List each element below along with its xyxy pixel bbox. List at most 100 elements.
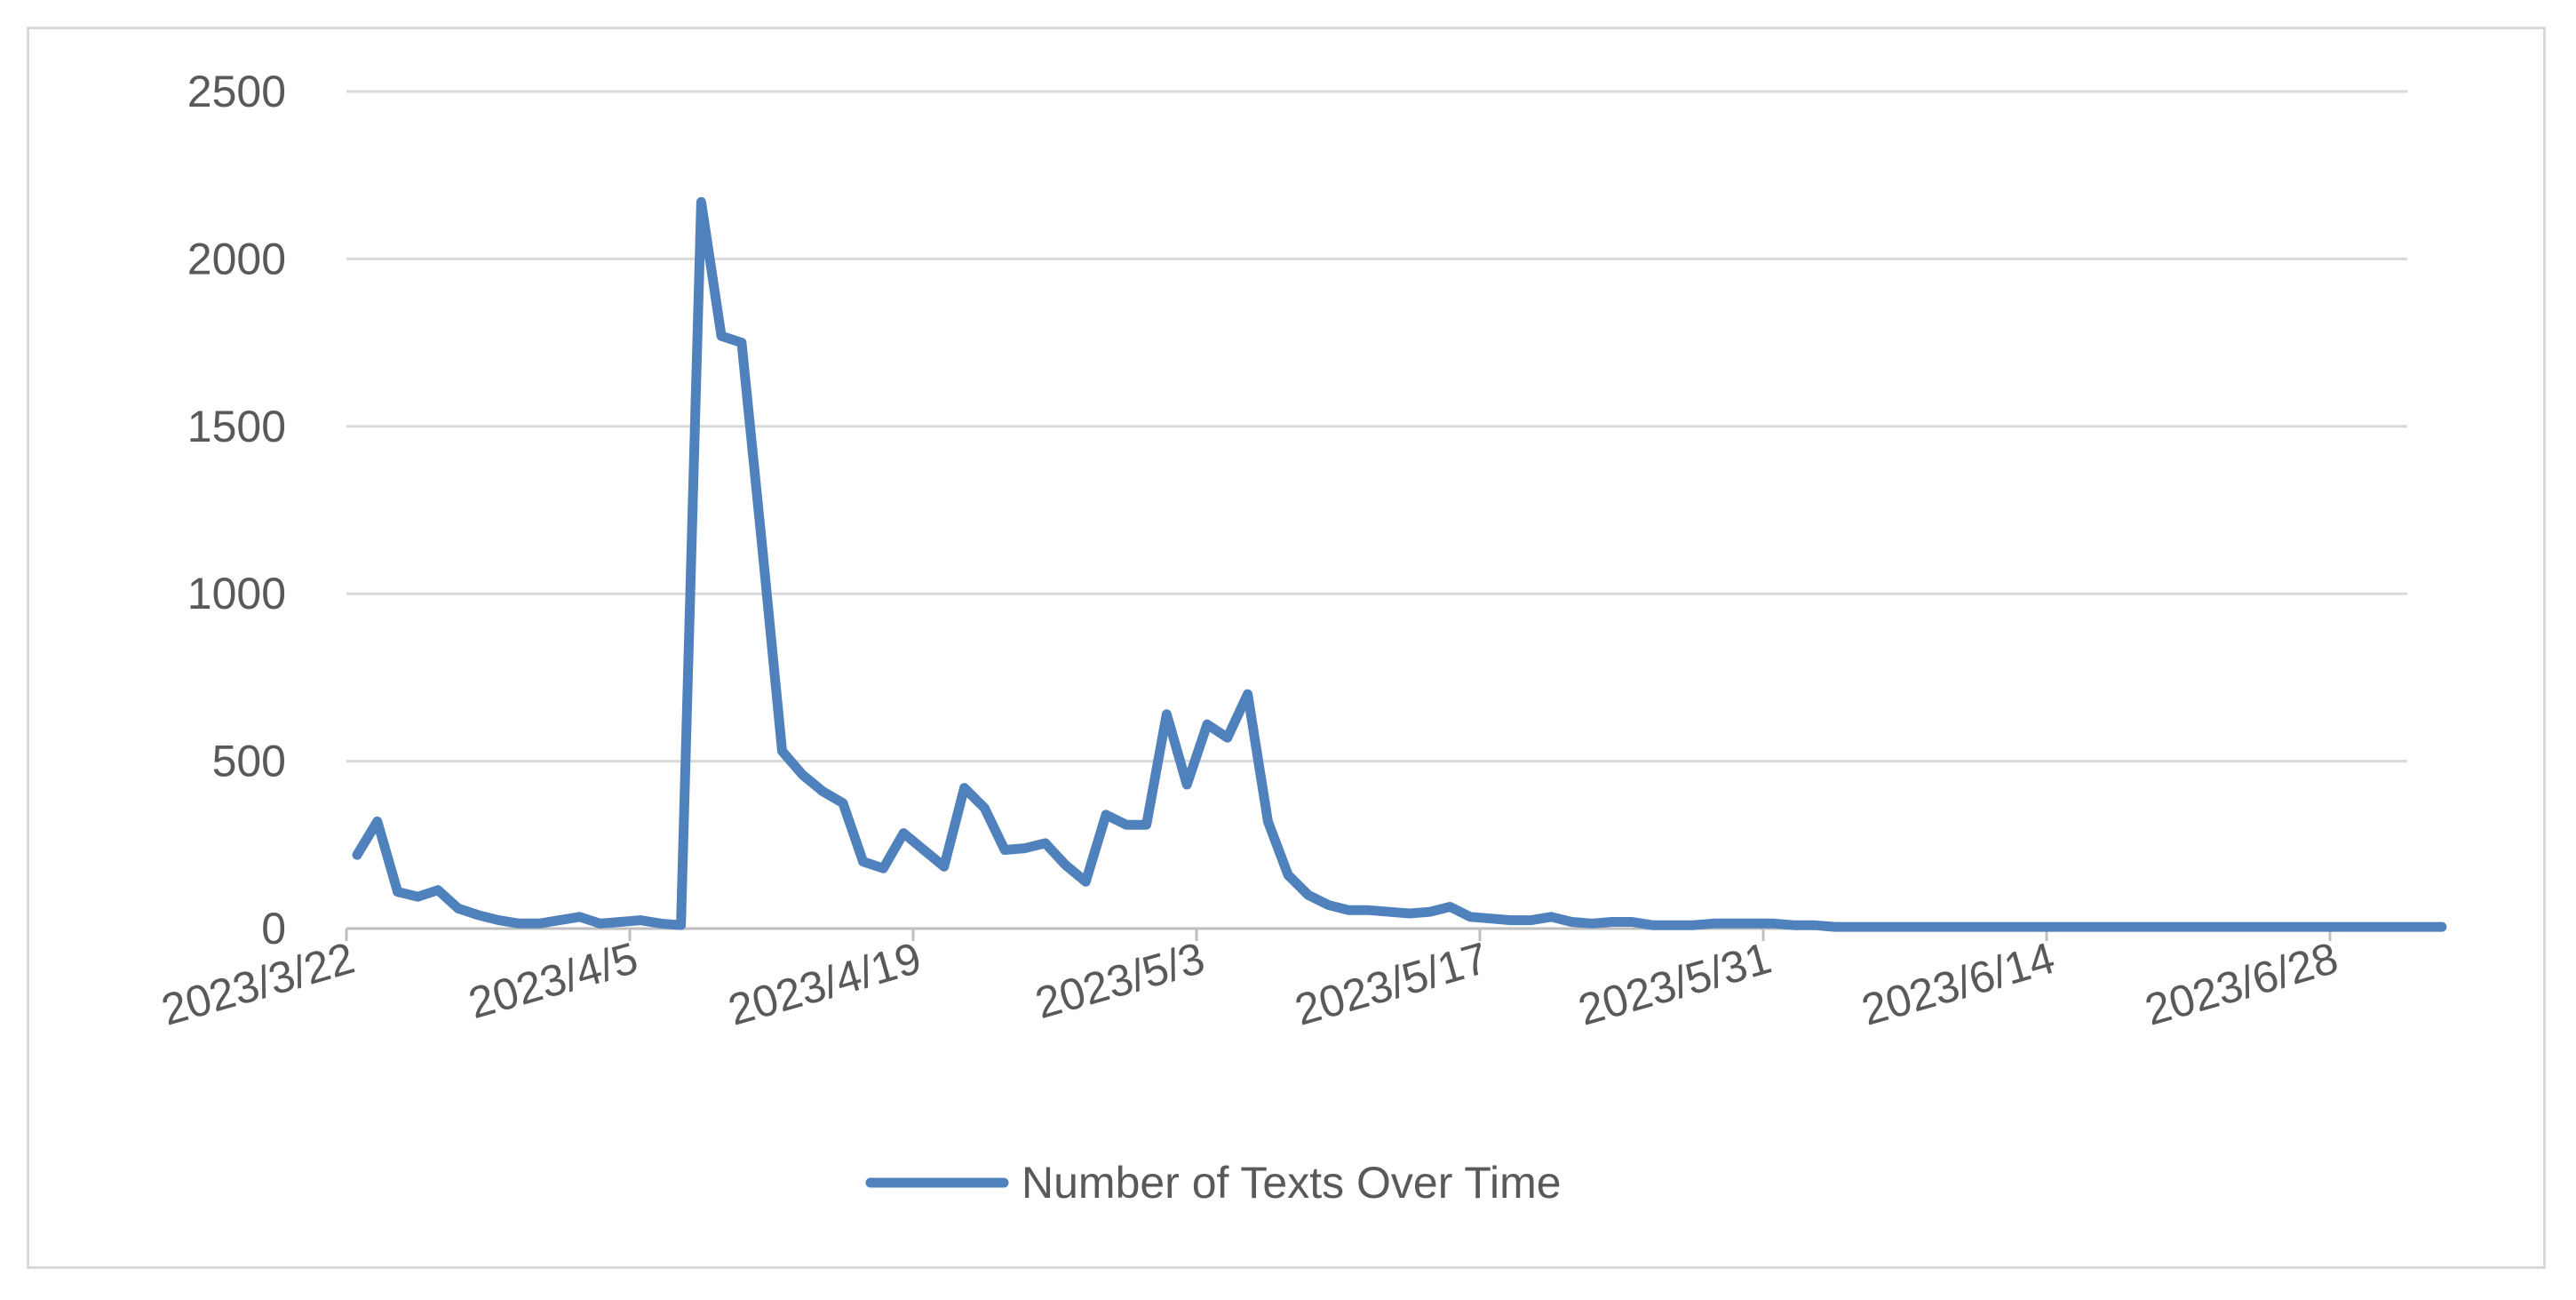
data-point [2135,923,2142,930]
data-point [1325,902,1332,909]
y-tick-label: 500 [212,737,286,786]
data-point [1102,811,1109,818]
data-point [2337,923,2344,930]
data-point [515,920,522,927]
data-point [1467,913,1474,921]
data-point [637,917,644,924]
data-point [1669,921,1676,929]
data-point [779,747,786,754]
data-point [1851,923,1858,930]
data-point [860,858,867,865]
data-point [1993,923,2000,930]
data-point [2296,923,2303,930]
data-point [1001,846,1008,853]
data-point [1406,910,1413,917]
data-point [1183,781,1190,788]
data-point [2357,923,2365,930]
data-point [1710,920,1717,927]
data-point [2155,923,2162,930]
data-point [678,921,685,929]
data-point [920,846,927,853]
data-point [1892,923,1899,930]
data-point [556,917,563,924]
data-point [1446,904,1453,911]
data-point [1022,845,1029,852]
data-point [900,830,907,837]
data-point [414,893,421,900]
data-point [879,865,886,872]
data-point [434,887,441,894]
x-axis-tick-labels: 2023/3/22 2023/4/5 2023/4/19 2023/5/3 2023/5… [156,933,2343,1035]
data-point [475,912,482,919]
data-point [1224,734,1231,741]
data-point [799,771,806,778]
data-point [1932,923,1939,930]
data-point [1547,913,1554,921]
data-point [1284,872,1292,879]
data-point [1163,711,1170,718]
x-tick-label: 2023/4/19 [723,933,926,1035]
data-point [1305,891,1312,898]
x-tick-label: 2023/5/31 [1573,933,1777,1035]
data-point [2397,923,2405,930]
data-point [1204,721,1211,728]
x-tick-label: 2023/6/28 [2140,933,2343,1035]
data-point [2054,923,2061,930]
data-point [657,920,664,927]
y-tick-label: 2500 [187,67,286,116]
data-point [2114,923,2121,930]
data-point [2196,923,2203,930]
data-point [1365,906,1372,913]
data-point [1811,921,1818,929]
data-point [697,198,704,205]
data-point [738,339,745,347]
series-line [352,196,2447,932]
data-point [2074,923,2081,930]
data-point [1528,917,1535,924]
data-point [1487,915,1494,922]
data-point [354,851,361,858]
data-point [961,785,968,792]
x-tick-label: 2023/6/14 [1856,933,2060,1035]
data-point [1912,923,1920,930]
data-point [1568,918,1575,925]
data-point [2033,923,2040,930]
data-point [2256,923,2263,930]
data-point [981,804,988,811]
data-point [1588,920,1595,927]
data-point [536,920,543,927]
data-point [759,540,766,547]
y-tick-label: 0 [261,904,286,953]
data-point [1690,921,1697,929]
data-point [2277,923,2284,930]
data-point [596,920,603,927]
legend: Number of Texts Over Time [865,1158,1562,1208]
data-point [2317,923,2324,930]
data-point [2418,923,2425,930]
data-point [1729,920,1737,927]
data-point [839,800,847,807]
data-point [2438,923,2445,930]
data-point [616,918,624,925]
data-point [1507,917,1515,924]
data-point [1629,918,1636,925]
gridlines [346,90,2407,763]
data-point [1123,821,1130,828]
data-point [1872,923,1879,930]
data-point [1042,840,1049,847]
data-point [1770,920,1777,927]
data-point [1791,921,1798,929]
data-point [1952,923,1960,930]
data-point [576,913,584,921]
data-point [1649,921,1656,929]
y-tick-label: 1000 [187,569,286,618]
data-point [1264,817,1271,825]
data-point [1831,923,1838,930]
x-tick-label: 2023/5/3 [1030,933,1210,1028]
chart-frame [27,27,2546,1269]
x-tick-label: 2023/3/22 [156,933,360,1035]
data-point [496,917,503,924]
series-layer [352,196,2447,932]
data-point [718,332,725,339]
